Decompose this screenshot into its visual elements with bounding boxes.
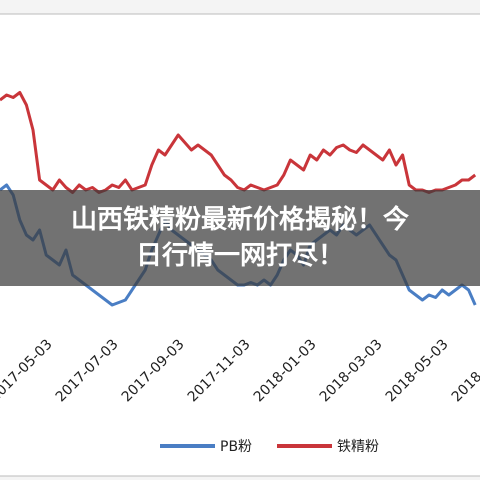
title-banner: 山西铁精粉最新价格揭秘！今日行情一网打尽！: [0, 190, 480, 286]
chart-title: 山西铁精粉最新价格揭秘！今日行情一网打尽！: [70, 205, 409, 271]
legend-label: PB粉: [220, 439, 252, 455]
series-line: [0, 91, 477, 194]
legend-label: 铁精粉: [337, 439, 379, 455]
